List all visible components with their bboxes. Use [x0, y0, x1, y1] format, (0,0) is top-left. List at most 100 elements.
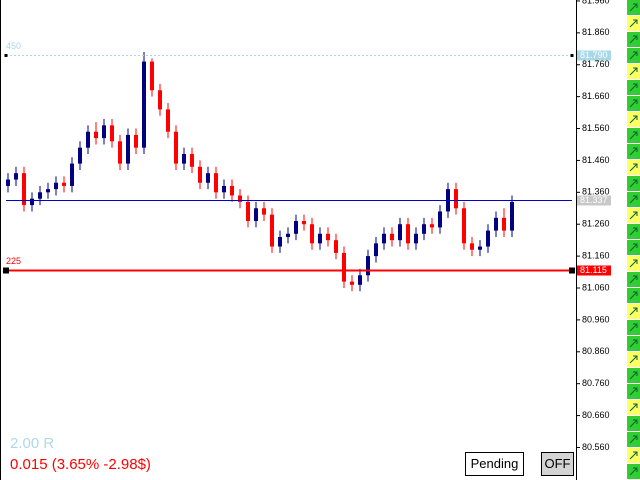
panel-arrow [629, 67, 638, 76]
price-tag [577, 195, 611, 206]
candle-body [422, 224, 426, 234]
candle-body [70, 163, 74, 186]
candle-body [502, 217, 506, 231]
y-tick-label: 80.860 [582, 346, 610, 356]
price-tag [577, 50, 611, 61]
y-tick-label: 80.760 [582, 378, 610, 388]
panel-arrow [629, 291, 638, 300]
y-tick-label: 81.160 [582, 250, 610, 260]
candle-body [62, 182, 66, 186]
candle-body [246, 201, 250, 222]
candle-body [22, 173, 26, 206]
panel-arrow [629, 243, 638, 252]
y-tick-label: 81.860 [582, 27, 610, 37]
panel-arrow [629, 115, 638, 124]
button-label[interactable]: Pending [471, 456, 519, 471]
candle-body [302, 221, 306, 225]
panel-arrow [629, 163, 638, 172]
pending-button[interactable]: Pending [465, 452, 524, 476]
candle-body [510, 201, 514, 231]
candle-body [14, 173, 18, 180]
panel-arrow [629, 355, 638, 364]
candle-body [342, 252, 346, 282]
candle-body [6, 179, 10, 186]
price-tag-label: 81.115 [580, 265, 607, 275]
candle-body [134, 134, 138, 148]
candle-body [350, 281, 354, 285]
candle-body [126, 134, 130, 164]
y-tick-label: 81.360 [582, 187, 610, 197]
panel-arrow [629, 147, 638, 156]
candle-body [142, 61, 146, 148]
level-handle [570, 54, 574, 57]
level-handle [4, 54, 8, 57]
panel-arrow [629, 211, 638, 220]
price-tag [577, 265, 611, 276]
candle-body [334, 240, 338, 253]
button-frame [465, 452, 524, 476]
candle-body [166, 109, 170, 132]
candle-body [78, 147, 82, 164]
candle-body [470, 243, 474, 250]
candle-body [214, 173, 218, 193]
candle-body [286, 233, 290, 237]
candle-body [438, 211, 442, 228]
panel-arrow [629, 467, 638, 476]
panel-arrow [629, 451, 638, 460]
panel-arrow [629, 19, 638, 28]
candle-body [462, 208, 466, 244]
candle-body [486, 230, 490, 247]
panel-arrow [629, 83, 638, 92]
candle-body [158, 90, 162, 110]
candle-body [174, 131, 178, 164]
price-tag-label: 81.337 [580, 195, 608, 205]
candle-body [38, 192, 42, 199]
candle-body [318, 233, 322, 244]
candle-body [366, 256, 370, 276]
panel-arrow [629, 131, 638, 140]
panel-arrow [629, 35, 638, 44]
panel-arrow [629, 403, 638, 412]
panel-arrow [629, 3, 638, 12]
candle-body [54, 182, 58, 190]
candle-body [102, 125, 106, 139]
button-frame [541, 452, 574, 476]
y-tick-label: 80.660 [582, 410, 610, 420]
panel-arrow [629, 195, 638, 204]
candle-body [46, 189, 50, 193]
candle-body [454, 189, 458, 209]
y-tick-label: 80.960 [582, 314, 610, 324]
candle-body [430, 224, 434, 228]
candle-body [494, 217, 498, 231]
panel-arrow [629, 339, 638, 348]
side-panel [627, 0, 640, 479]
candle-body [94, 131, 98, 139]
y-tick-label: 81.060 [582, 282, 610, 292]
candle-body [390, 233, 394, 241]
candle-body [222, 185, 226, 193]
panel-arrow [629, 387, 638, 396]
button-label[interactable]: OFF [545, 456, 571, 471]
off-button[interactable]: OFF [541, 452, 574, 476]
candle-body [118, 141, 122, 164]
panel-arrow [629, 51, 638, 60]
candle-body [262, 208, 266, 215]
candle-body [150, 61, 154, 91]
candle-body [478, 246, 482, 250]
candle-body [198, 166, 202, 183]
panel-arrow [629, 435, 638, 444]
candle-body [326, 233, 330, 241]
candle-body [414, 233, 418, 244]
candle-body [278, 236, 282, 247]
panel-arrow [629, 179, 638, 188]
level-label: 225 [6, 256, 21, 266]
candle-body [294, 221, 298, 234]
candle-body [238, 195, 242, 202]
panel-arrow [629, 99, 638, 108]
panel-arrow [629, 259, 638, 268]
candle-body [374, 243, 378, 257]
panel-arrow [629, 419, 638, 428]
level-handle [3, 267, 9, 274]
